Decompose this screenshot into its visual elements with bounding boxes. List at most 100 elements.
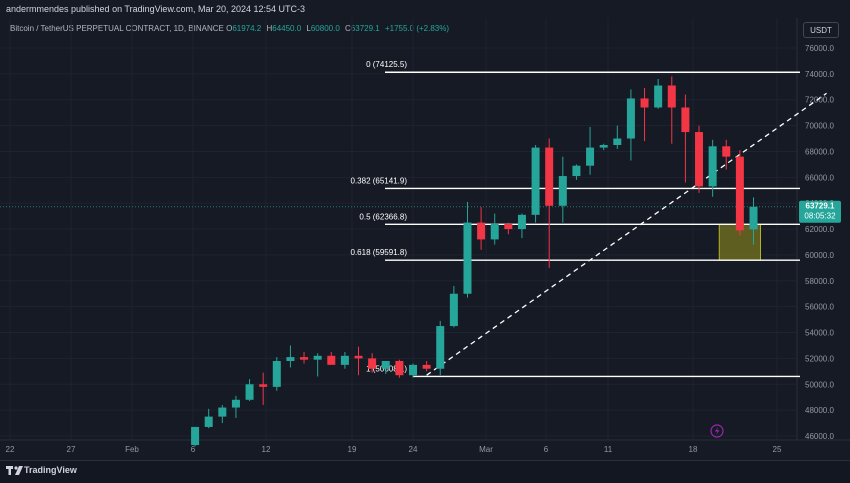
candle-body — [722, 146, 731, 157]
grid — [0, 18, 797, 440]
candle — [218, 404, 227, 424]
last-price-tag-box — [799, 200, 841, 223]
high-label: H — [266, 24, 273, 33]
candle-body — [735, 156, 744, 231]
candle-body — [477, 222, 486, 240]
candle-body — [231, 399, 240, 408]
candle — [695, 125, 704, 193]
candle-body — [449, 293, 458, 327]
price-tick-label: 50000.0 — [805, 380, 834, 389]
price-tick-label: 66000.0 — [805, 173, 834, 182]
candle-body — [545, 147, 554, 206]
candle — [259, 372, 268, 405]
price-tick-label: 68000.0 — [805, 147, 834, 156]
candle-body — [272, 360, 281, 387]
candle — [749, 197, 758, 245]
time-tick-label: 24 — [409, 445, 418, 454]
candle — [517, 213, 526, 239]
trend-line-segment[interactable] — [426, 92, 827, 376]
candle — [626, 89, 635, 161]
candle — [340, 351, 349, 369]
candles — [191, 76, 758, 447]
open-value: 61974.2 — [232, 24, 262, 33]
candle — [681, 94, 690, 183]
candle — [422, 360, 431, 372]
currency-button[interactable]: USDT — [803, 22, 839, 38]
candle-body — [695, 132, 704, 187]
fib-level-label: 0.618 (59591.8) — [351, 248, 408, 257]
candle-body — [368, 358, 377, 369]
candle — [354, 346, 363, 376]
tradingview-logo-icon — [6, 466, 23, 475]
price-tick-label: 76000.0 — [805, 44, 834, 53]
candle-body — [340, 355, 349, 365]
price-tick-label: 72000.0 — [805, 96, 834, 105]
time-tick-label: 6 — [191, 445, 196, 454]
candle-body — [667, 85, 676, 108]
candle-body — [640, 98, 649, 108]
last-price-tag: 63729.1 08:05:32 — [799, 200, 841, 223]
fib-level-label: 0.382 (65141.9) — [351, 176, 408, 185]
candle-body — [613, 138, 622, 145]
open-label: O — [226, 24, 233, 33]
candle — [436, 320, 445, 376]
candle-body — [259, 384, 268, 387]
price-tick-label: 74000.0 — [805, 70, 834, 79]
candle-body — [490, 223, 499, 240]
candle — [735, 150, 744, 236]
symbol-legend: Bitcoin / TetherUS PERPETUAL CONTRACT, 1… — [10, 24, 452, 33]
time-tick-label: 18 — [689, 445, 698, 454]
candle-body — [354, 355, 363, 359]
candle — [286, 345, 295, 368]
candle — [245, 379, 254, 402]
candle — [395, 359, 404, 378]
candle-body — [708, 146, 717, 187]
candle-body — [586, 147, 595, 166]
candle-body — [245, 384, 254, 400]
candle — [368, 353, 377, 373]
time-tick-label: Mar — [479, 445, 493, 454]
candle — [654, 79, 663, 109]
candle — [722, 139, 731, 170]
candle — [477, 207, 486, 250]
last-price-value: 63729.1 — [806, 202, 835, 211]
candle-body — [681, 107, 690, 133]
candle — [667, 76, 676, 144]
high-value: 64450.0 — [272, 24, 302, 33]
time-axis: 22 27 Feb 6 12 19 24 Mar 6 11 18 25 — [6, 445, 782, 454]
candle — [272, 357, 281, 391]
candle-body — [572, 165, 581, 177]
candle-body — [218, 407, 227, 417]
candle-body — [599, 145, 608, 148]
candle — [572, 164, 581, 180]
candle — [504, 222, 513, 235]
footer-bar: TradingView — [0, 460, 850, 483]
price-tick-label: 46000.0 — [805, 432, 834, 441]
candle-body — [558, 176, 567, 206]
candle-body — [191, 426, 200, 446]
candle — [300, 351, 309, 364]
time-tick-label: 11 — [604, 445, 613, 454]
candle — [586, 126, 595, 175]
publisher-line: andermmendes published on TradingView.co… — [6, 4, 306, 14]
time-tick-label: 19 — [348, 445, 357, 454]
fib-level-label: 1 (50608.1) — [366, 364, 407, 373]
candle — [708, 139, 717, 197]
price-tick-label: 58000.0 — [805, 277, 834, 286]
brand-name: TradingView — [24, 465, 77, 475]
symbol-title: Bitcoin / TetherUS PERPETUAL CONTRACT, 1… — [10, 24, 224, 33]
time-tick-label: 25 — [773, 445, 782, 454]
candle-body — [395, 360, 404, 376]
price-tick-label: 62000.0 — [805, 225, 834, 234]
change-value: +1755.0 (+2.83%) — [384, 24, 449, 33]
candle-body — [749, 206, 758, 230]
candle — [613, 125, 622, 149]
bolt-icon[interactable] — [710, 424, 724, 438]
candle — [409, 363, 417, 378]
price-chart[interactable]: 46000.0 48000.0 50000.0 52000.0 54000.0 56000… — [0, 0, 850, 460]
candle-body — [517, 214, 526, 230]
fib-retracement[interactable]: 0 (74125.5) 0.382 (65141.9) 0.5 (62366.8) 0… — [351, 60, 801, 378]
trend-line[interactable] — [426, 92, 827, 376]
time-tick-label: 27 — [67, 445, 76, 454]
